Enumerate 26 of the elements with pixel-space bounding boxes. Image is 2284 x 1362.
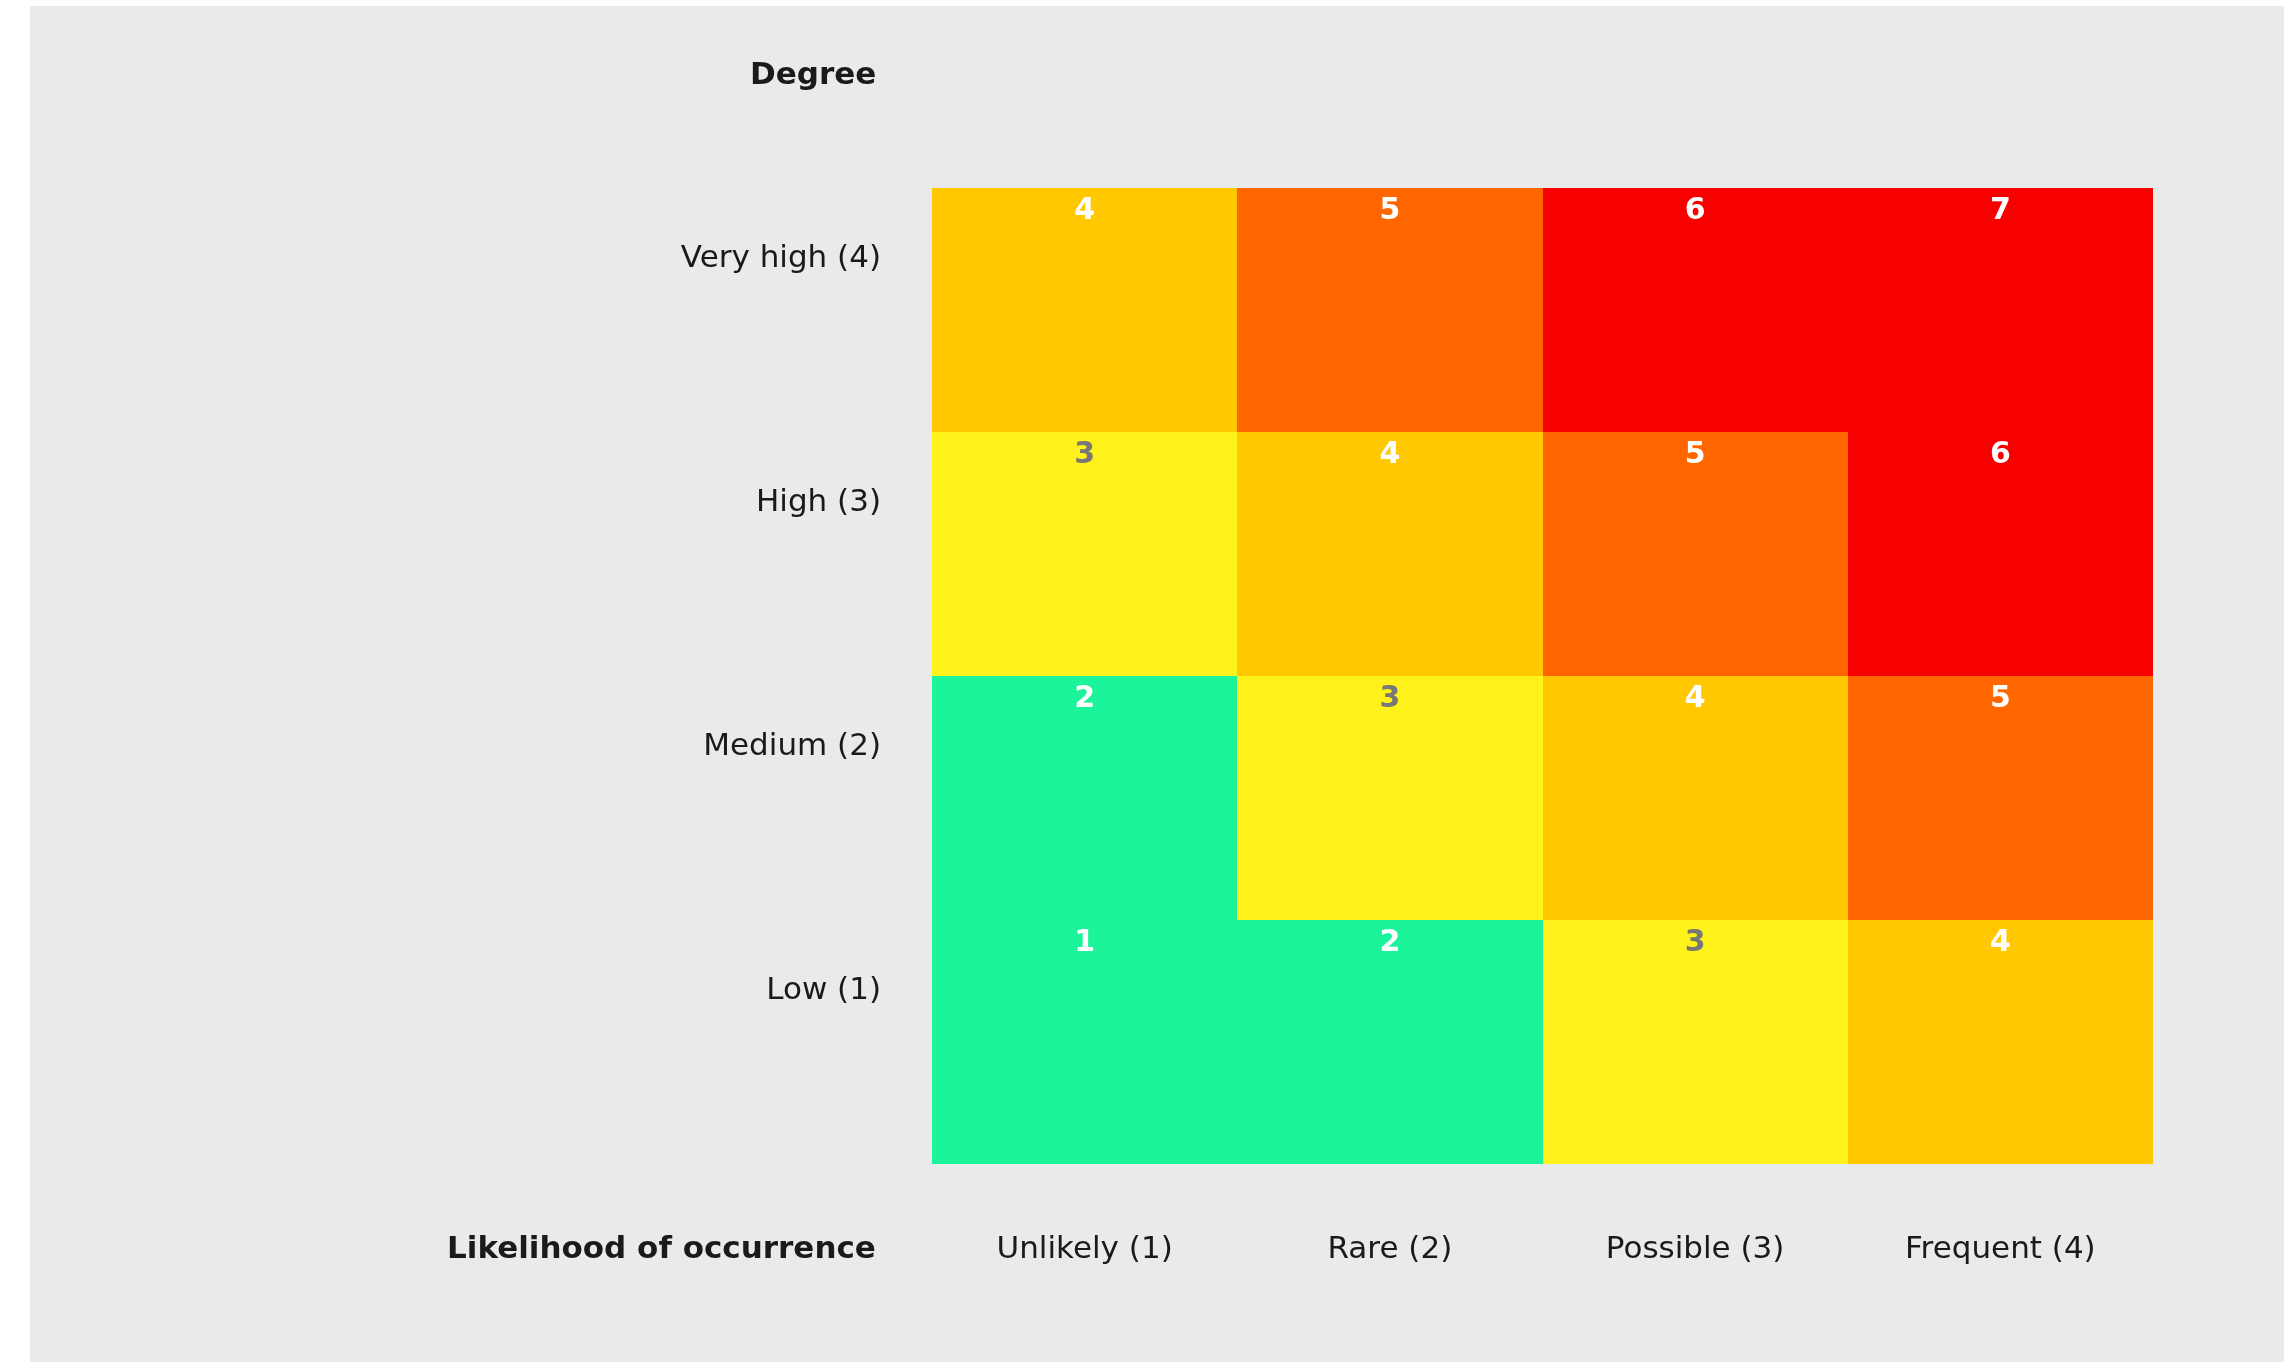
x-tick-label: Possible (3) [1605,1229,1785,1265]
data-label: 2 [1074,679,1096,714]
data-label: 2 [1379,923,1401,958]
data-label: 4 [1074,191,1096,226]
data-label: 5 [1684,435,1706,470]
y-axis-title: Degree [750,55,877,91]
data-label: 7 [1989,191,2011,226]
data-label: 3 [1684,923,1706,958]
y-tick-label: Medium (2) [703,726,881,763]
data-label: 5 [1379,191,1401,226]
data-label: 3 [1074,435,1096,470]
data-label: 4 [1379,435,1401,470]
y-tick-label: High (3) [755,482,881,519]
data-label: 4 [1989,923,2011,958]
data-label: 4 [1684,679,1706,714]
data-label: 5 [1989,679,2011,714]
x-axis-title: Likelihood of occurrence [447,1229,876,1265]
data-label: 3 [1379,679,1401,714]
x-tick-label: Rare (2) [1327,1229,1453,1265]
x-tick-label: Frequent (4) [1905,1229,2096,1265]
data-label: 1 [1074,923,1096,958]
data-label: 6 [1989,435,2011,470]
y-tick-label: Low (1) [766,970,881,1007]
y-tick-label: Very high (4) [680,238,881,275]
x-tick-label: Unlikely (1) [996,1229,1173,1265]
data-label: 6 [1684,191,1706,226]
